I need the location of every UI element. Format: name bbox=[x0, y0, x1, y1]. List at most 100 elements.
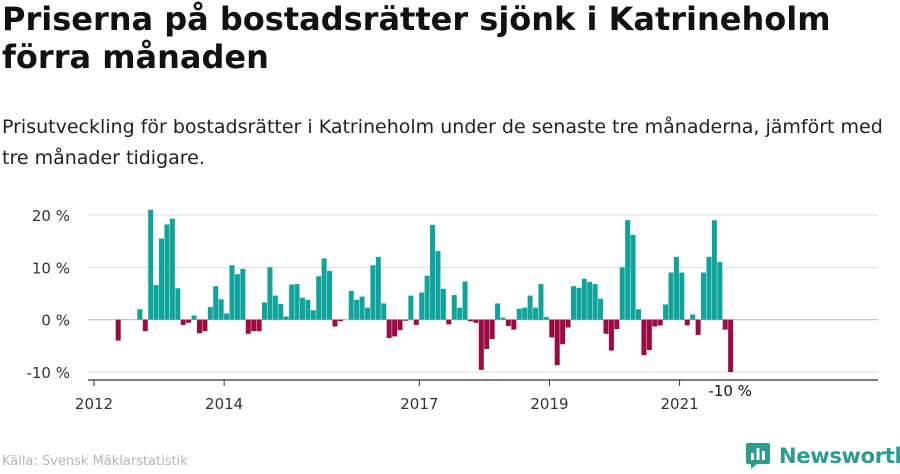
bar bbox=[554, 319, 560, 366]
bar bbox=[467, 319, 473, 322]
bar bbox=[392, 319, 398, 337]
bar bbox=[294, 284, 300, 320]
bar bbox=[332, 319, 338, 327]
brand-logo: Newsworthy bbox=[745, 441, 900, 471]
newsworthy-logo-icon bbox=[746, 443, 770, 469]
bar bbox=[234, 274, 240, 320]
bar bbox=[641, 319, 647, 356]
bar bbox=[668, 272, 674, 320]
bar bbox=[538, 284, 544, 320]
bar bbox=[413, 319, 419, 325]
bar bbox=[224, 313, 230, 320]
bar bbox=[278, 303, 284, 320]
bar bbox=[614, 319, 620, 330]
bar bbox=[305, 299, 311, 320]
bar bbox=[148, 209, 154, 320]
annotations: -10 % bbox=[708, 382, 752, 400]
bar bbox=[159, 238, 165, 320]
bar bbox=[511, 319, 517, 330]
x-axis: 2012 2014 2017 2019 2021 bbox=[75, 379, 878, 413]
bar bbox=[348, 290, 354, 320]
bar bbox=[299, 297, 305, 320]
y-axis: -10 % 0 % 10 % 20 % bbox=[26, 207, 70, 382]
bar bbox=[451, 295, 457, 320]
bar bbox=[603, 319, 609, 334]
bar bbox=[419, 292, 425, 320]
bar bbox=[646, 319, 652, 351]
bar bbox=[478, 319, 484, 370]
bar bbox=[619, 267, 625, 320]
bar bbox=[327, 271, 333, 320]
bar bbox=[457, 307, 463, 320]
bar bbox=[381, 303, 387, 320]
bar bbox=[191, 315, 197, 320]
bar bbox=[473, 319, 479, 323]
bar bbox=[137, 309, 143, 320]
gridlines bbox=[88, 214, 878, 373]
bar bbox=[169, 218, 175, 320]
bar bbox=[598, 298, 604, 320]
bar bbox=[180, 319, 186, 325]
bar bbox=[310, 310, 316, 320]
bar bbox=[516, 308, 522, 320]
bar bbox=[175, 288, 181, 320]
bar bbox=[316, 276, 322, 320]
bar bbox=[570, 286, 576, 320]
bar bbox=[408, 295, 414, 320]
x-tick-label: 2014 bbox=[205, 395, 243, 413]
bar bbox=[608, 319, 614, 351]
bar bbox=[424, 275, 430, 320]
bar bbox=[186, 319, 192, 323]
bar bbox=[430, 224, 436, 320]
y-tick-label: 10 % bbox=[32, 259, 70, 277]
bar bbox=[549, 319, 555, 338]
bar bbox=[652, 319, 658, 327]
bar bbox=[663, 304, 669, 320]
bar bbox=[711, 220, 717, 320]
bar bbox=[484, 319, 490, 349]
bar bbox=[576, 287, 582, 320]
bar bbox=[164, 224, 170, 320]
bar bbox=[505, 319, 511, 326]
bar bbox=[202, 319, 208, 332]
chart-title: Priserna på bostadsrätter sjönk i Katrin… bbox=[2, 0, 831, 76]
bar bbox=[251, 319, 257, 332]
bar bbox=[690, 314, 696, 320]
bar bbox=[267, 267, 273, 320]
last-value-label: -10 % bbox=[708, 382, 752, 400]
bar bbox=[462, 281, 468, 320]
bar bbox=[402, 319, 408, 321]
bar bbox=[657, 319, 663, 326]
bar bbox=[435, 251, 441, 320]
bar bbox=[196, 319, 202, 334]
bar bbox=[489, 319, 495, 340]
bar bbox=[722, 319, 728, 330]
bar bbox=[359, 296, 365, 320]
bar bbox=[262, 302, 268, 320]
bar-series bbox=[115, 209, 734, 372]
bar bbox=[728, 319, 734, 372]
bar bbox=[630, 234, 636, 320]
y-tick-label: -10 % bbox=[26, 364, 70, 382]
bar bbox=[272, 295, 278, 320]
bar bbox=[522, 307, 528, 320]
bar bbox=[679, 272, 685, 320]
x-tick-label: 2019 bbox=[530, 395, 568, 413]
bar bbox=[706, 256, 712, 320]
bar bbox=[446, 319, 452, 325]
x-tick-label: 2017 bbox=[400, 395, 438, 413]
bar bbox=[543, 317, 549, 320]
x-tick-label: 2021 bbox=[661, 395, 699, 413]
x-tick-label: 2012 bbox=[75, 395, 113, 413]
bar bbox=[365, 307, 370, 320]
bar bbox=[337, 319, 343, 322]
bar bbox=[213, 286, 219, 320]
bar bbox=[240, 268, 246, 320]
bar bbox=[142, 319, 148, 332]
bar bbox=[440, 288, 446, 320]
bar bbox=[673, 256, 679, 320]
bar bbox=[695, 319, 701, 335]
bar bbox=[625, 220, 631, 320]
bar bbox=[397, 319, 403, 331]
